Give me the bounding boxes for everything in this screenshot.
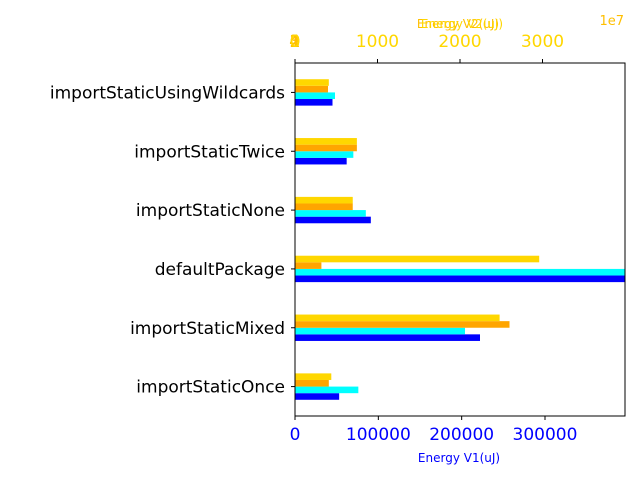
y-tick-label: importStaticOnce <box>136 378 285 398</box>
top-axis-2-tick-label: 4 <box>289 32 300 52</box>
bottom-tick-label: 100000 <box>346 425 411 445</box>
top-axis-1-tick-label: 1000 <box>356 32 399 52</box>
bar-importStaticUsingWildcards-series-1 <box>295 99 333 106</box>
bottom-tick-label: 200000 <box>429 425 494 445</box>
bar-importStaticOnce-series-3 <box>295 379 329 387</box>
bar-importStaticUsingWildcards-series-4 <box>295 79 329 86</box>
bar-importStaticNone-series-2 <box>295 210 366 217</box>
y-tick-label: importStaticUsingWildcards <box>50 83 285 103</box>
bar-importStaticNone-series-1 <box>295 216 371 224</box>
top-axis-1-tick-label: 2000 <box>438 32 481 52</box>
ticks-layer: importStaticOnce importStaticMixed default… <box>50 32 578 445</box>
y-tick-label: defaultPackage <box>155 260 285 280</box>
top-axis-1-tick-label: 0 <box>290 32 301 52</box>
bar-importStaticOnce-series-2 <box>295 386 359 394</box>
bar-defaultPackage-series-2 <box>295 268 625 276</box>
top-axis-1-tick-label: 3000 <box>521 32 564 52</box>
bar-importStaticMixed-series-1 <box>295 334 480 341</box>
bar-importStaticTwice-series-2 <box>295 151 354 158</box>
top-axis-2-tick-label: 2 <box>290 32 301 52</box>
bar-importStaticTwice-series-1 <box>295 157 347 165</box>
bar-importStaticTwice-series-3 <box>295 144 357 152</box>
bar-importStaticNone-series-3 <box>295 203 353 211</box>
bar-importStaticUsingWildcards-series-3 <box>295 85 328 93</box>
bar-defaultPackage-series-1 <box>295 275 625 283</box>
bar-importStaticUsingWildcards-series-2 <box>295 92 335 100</box>
bar-importStaticNone-series-4 <box>295 196 353 204</box>
bar-importStaticMixed-series-4 <box>295 314 500 322</box>
bottom-tick-label: 0 <box>290 425 301 445</box>
top-axis-2-label: Energy V2(uJ) <box>417 17 499 31</box>
y-tick-label: importStaticMixed <box>130 319 285 339</box>
bar-importStaticMixed-series-3 <box>295 321 510 328</box>
top-axis-2-tick-label: 0 <box>290 32 301 52</box>
top-axis-2-tick-label: 1 <box>290 32 301 52</box>
bottom-tick-label: 300000 <box>513 425 578 445</box>
top-axis-1-label: Energy V2(uJ) <box>421 17 503 31</box>
y-tick-label: importStaticNone <box>136 201 285 221</box>
y-tick-label: importStaticTwice <box>134 142 285 162</box>
bar-importStaticTwice-series-4 <box>295 138 357 145</box>
bottom-axis-label: Energy V1(uJ) <box>418 451 500 465</box>
top-axis-2-multiplier: 1e7 <box>599 14 624 29</box>
bars-layer <box>295 79 625 400</box>
bar-importStaticMixed-series-2 <box>295 327 465 335</box>
bar-importStaticOnce-series-1 <box>295 393 340 400</box>
bar-defaultPackage-series-4 <box>295 255 540 263</box>
top-axis-2-tick-label: 3 <box>290 32 301 52</box>
bar-defaultPackage-series-3 <box>295 262 322 269</box>
bar-importStaticOnce-series-4 <box>295 373 332 380</box>
